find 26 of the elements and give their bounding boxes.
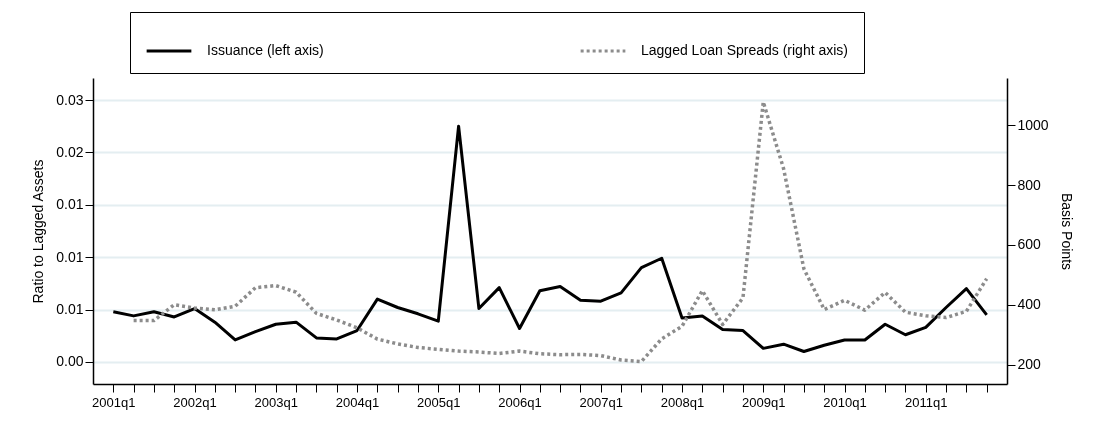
x-tick-label: 2008q1 [660, 394, 705, 410]
y2-tick-label: 1000 [1017, 116, 1049, 133]
y2-tick-label: 800 [1017, 176, 1042, 193]
x-tick-label: 2004q1 [335, 394, 380, 410]
x-tick-label: 2002q1 [173, 394, 217, 410]
y2-tick-label: 400 [1017, 296, 1042, 313]
x-tick-label: 2009q1 [742, 394, 786, 410]
x-tick-label: 2007q1 [579, 394, 623, 410]
x-tick-label: 2003q1 [254, 394, 298, 410]
y2-axis-title: Basis Points [1058, 192, 1075, 271]
y-tick-label: 0.03 [56, 91, 84, 108]
y-tick-label: 0.00 [56, 353, 84, 370]
legend-label: Lagged Loan Spreads (right axis) [641, 42, 849, 58]
y2-tick-label: 600 [1017, 236, 1042, 253]
x-tick-label: 2011q1 [905, 394, 948, 410]
y-tick-label: 0.01 [56, 248, 84, 265]
y-tick-label: 0.02 [56, 143, 84, 160]
x-tick-label: 2005q1 [417, 394, 461, 410]
x-tick-label: 2001q1 [92, 394, 136, 410]
y2-tick-label: 200 [1017, 356, 1042, 373]
legend-label: Issuance (left axis) [207, 42, 324, 58]
x-tick-label: 2010q1 [823, 394, 867, 410]
x-tick-label: 2006q1 [498, 394, 542, 410]
y-tick-label: 0.01 [56, 301, 84, 318]
y-tick-label: 0.01 [56, 196, 84, 213]
y-axis-title: Ratio to Lagged Assets [30, 159, 47, 304]
